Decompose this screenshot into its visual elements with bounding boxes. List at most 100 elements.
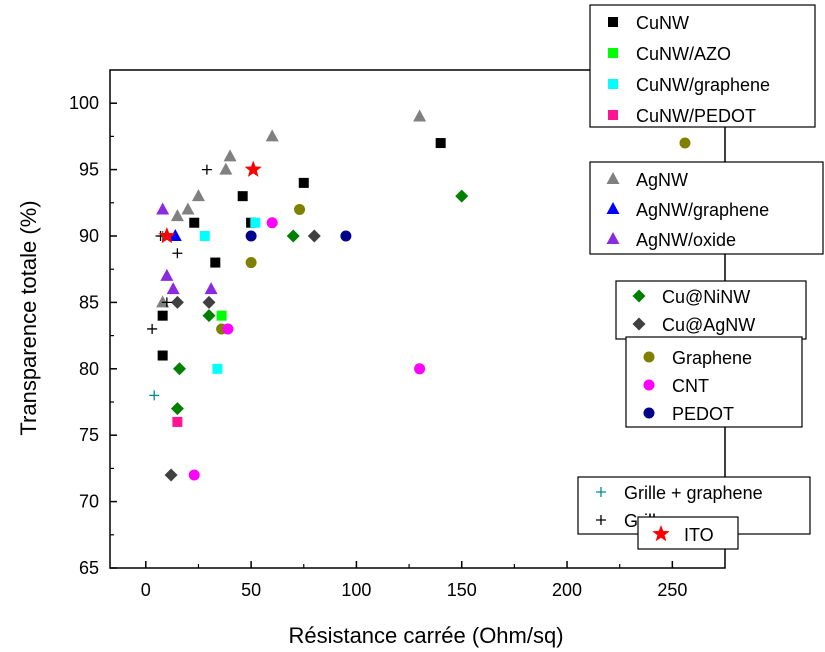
- legend-label-graphene: Graphene: [672, 348, 752, 368]
- y-axis-label: Transparence totale (%): [16, 200, 41, 435]
- x-tick-label: 200: [552, 580, 582, 600]
- legend-box: [589, 161, 824, 255]
- legend-box: [615, 280, 807, 340]
- y-tick-label: 85: [79, 292, 99, 312]
- legend-marker-cunw-graphene: [608, 79, 618, 89]
- y-tick-label: 95: [79, 160, 99, 180]
- point-ito: [244, 160, 262, 177]
- legend-label-cu-agnw: Cu@AgNW: [662, 315, 755, 335]
- x-tick-label: 250: [657, 580, 687, 600]
- point-ito: [158, 227, 176, 244]
- legend-label-agnw-graphene: AgNW/graphene: [636, 200, 769, 220]
- point-graphene: [679, 137, 691, 149]
- x-tick-label: 50: [241, 580, 261, 600]
- point-agnw: [191, 189, 205, 202]
- point-agnw: [181, 202, 195, 215]
- point-cu-agnw: [202, 295, 216, 309]
- legend-marker-cnt: [643, 379, 655, 391]
- x-tick-label: 150: [447, 580, 477, 600]
- point-agnw-oxide: [166, 282, 180, 295]
- point-grille-graphene: [149, 390, 160, 401]
- y-tick-label: 100: [69, 93, 99, 113]
- y-tick-label: 90: [79, 226, 99, 246]
- point-agnw: [156, 295, 170, 308]
- point-cunw: [157, 310, 168, 321]
- point-cunw-pedot: [172, 416, 183, 427]
- x-axis-label: Résistance carrée (Ohm/sq): [288, 623, 563, 648]
- legend-label-cnt: CNT: [672, 376, 709, 396]
- point-grille: [161, 297, 172, 308]
- legend-marker-cunw: [608, 17, 618, 27]
- legend-label-agnw: AgNW: [636, 170, 688, 190]
- point-agnw: [223, 149, 237, 162]
- legend: CuNW CuNW/AZO CuNW/graphene CuNW/PEDOT AgNW A…: [577, 4, 824, 550]
- legend-label-ito: ITO: [684, 525, 714, 545]
- legend-marker-ito: [652, 525, 670, 542]
- point-cu-ninw: [170, 402, 184, 416]
- point-graphene: [294, 203, 306, 215]
- legend-marker-agnw-oxide: [606, 232, 620, 244]
- point-pedot: [340, 230, 352, 242]
- legend-marker-agnw: [606, 172, 620, 184]
- y-tick-label: 70: [79, 492, 99, 512]
- point-cunw: [435, 138, 446, 149]
- legend-label-cu-ninw: Cu@NiNW: [662, 287, 750, 307]
- point-cunw: [157, 350, 168, 361]
- point-agnw: [170, 209, 184, 222]
- point-agnw-graphene: [168, 229, 182, 241]
- axes: 0 50 100 150 200 250 65 70 75 80 85 90 95 100: [69, 69, 726, 600]
- point-cu-ninw: [286, 229, 300, 243]
- legend-label-cunw-pedot: CuNW/PEDOT: [636, 106, 756, 126]
- point-cu-ninw: [455, 189, 469, 203]
- legend-marker-cu-agnw: [632, 317, 646, 331]
- legend-marker-cunw-pedot: [608, 110, 618, 120]
- point-cunw-graphene: [199, 231, 210, 241]
- legend-label-agnw-oxide: AgNW/oxide: [636, 230, 736, 250]
- point-grille: [147, 323, 158, 334]
- legend-box: [625, 336, 803, 428]
- point-cunw: [189, 217, 200, 228]
- point-cu-agnw: [307, 229, 321, 243]
- point-cunw-azo: [216, 310, 227, 321]
- legend-marker-agnw-graphene: [606, 202, 620, 214]
- point-cunw: [298, 177, 309, 188]
- point-cu-agnw: [170, 295, 184, 309]
- legend-label-cunw-azo: CuNW/AZO: [636, 44, 731, 64]
- point-cu-ninw: [173, 362, 187, 376]
- point-cunw: [237, 191, 248, 202]
- legend-box: [589, 4, 816, 128]
- point-cu-agnw: [164, 468, 178, 482]
- point-pedot: [245, 230, 257, 242]
- y-tick-label: 75: [79, 425, 99, 445]
- legend-marker-grille: [596, 515, 606, 525]
- point-cnt: [414, 363, 426, 375]
- point-agnw: [265, 129, 279, 142]
- point-cu-ninw: [202, 309, 216, 323]
- point-agnw-oxide: [156, 202, 170, 215]
- legend-marker-graphene: [643, 351, 655, 363]
- x-tick-label: 100: [341, 580, 371, 600]
- point-agnw-oxide: [204, 282, 218, 295]
- point-graphene: [245, 257, 257, 269]
- legend-label-pedot: PEDOT: [672, 404, 734, 424]
- point-cnt: [266, 217, 278, 229]
- legend-marker-pedot: [643, 407, 655, 419]
- y-tick-label: 65: [79, 558, 99, 578]
- y-tick-label: 80: [79, 359, 99, 379]
- legend-label-cunw-graphene: CuNW/graphene: [636, 75, 770, 95]
- data-points: [147, 109, 691, 482]
- point-grille: [172, 248, 183, 259]
- x-tick-label: 0: [141, 580, 151, 600]
- legend-marker-grille-graphene: [596, 487, 606, 497]
- point-agnw: [219, 162, 233, 175]
- legend-marker-cu-ninw: [632, 289, 646, 303]
- legend-label-grille-graphene: Grille + graphene: [624, 483, 763, 503]
- point-agnw-oxide: [160, 268, 174, 281]
- point-cnt: [222, 323, 234, 335]
- point-cunw: [210, 257, 221, 268]
- point-cnt: [188, 469, 200, 481]
- point-cunw-graphene: [250, 217, 261, 228]
- legend-label-cunw: CuNW: [636, 13, 689, 33]
- point-agnw: [413, 109, 427, 122]
